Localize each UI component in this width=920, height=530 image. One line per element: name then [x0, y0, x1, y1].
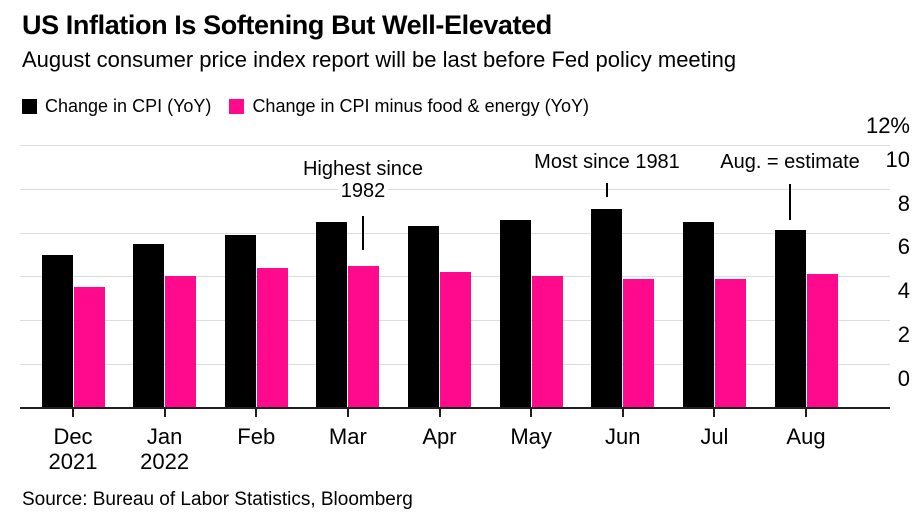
- y-axis-label: 2: [897, 322, 910, 348]
- gridline: [20, 144, 890, 146]
- bar-cpi: [591, 208, 623, 408]
- x-axis-label: Apr: [394, 424, 486, 449]
- bar-core-cpi: [165, 276, 197, 408]
- x-axis-line: [20, 407, 890, 409]
- legend-item-cpi: Change in CPI (YoY): [22, 96, 211, 117]
- bar-cpi: [682, 221, 714, 408]
- annotation-line: Aug. = estimate: [717, 151, 863, 173]
- chart-subtitle: August consumer price index report will …: [22, 47, 737, 72]
- x-axis-tick: [805, 409, 807, 417]
- legend-swatch-cpi-icon: [22, 99, 37, 114]
- source-note: Source: Bureau of Labor Statistics, Bloo…: [22, 489, 413, 510]
- annotation-line: Most since 1981: [531, 151, 683, 173]
- year-label: 2021: [48, 449, 98, 474]
- bar-core-cpi: [531, 276, 563, 408]
- x-axis-tick: [713, 409, 716, 417]
- y-axis-label: 10: [885, 146, 910, 172]
- y-axis-label: 6: [897, 234, 910, 260]
- bar-core-cpi: [806, 274, 838, 408]
- x-axis-label: May: [485, 424, 577, 449]
- x-axis-tick: [530, 409, 533, 417]
- legend-swatch-core-cpi-icon: [229, 99, 245, 114]
- annotation-text: Aug. = estimate: [640, 151, 920, 173]
- bar-cpi: [41, 254, 73, 408]
- bar-cpi: [774, 230, 806, 408]
- bar-cpi: [408, 226, 439, 408]
- bar-core-cpi: [73, 287, 105, 408]
- legend-item-core-cpi: Change in CPI minus food & energy (YoY): [229, 96, 589, 117]
- month-label: Dec: [53, 424, 93, 449]
- annotation-line: Highest since: [299, 158, 427, 180]
- x-axis-label: Jan 2022: [119, 424, 211, 474]
- annotation-pointer-line: [362, 216, 364, 250]
- bar-cpi: [316, 221, 348, 408]
- month-label: Mar: [328, 424, 367, 449]
- month-label: Apr: [422, 424, 457, 449]
- gridline: [20, 232, 890, 234]
- month-label: May: [510, 424, 552, 449]
- x-axis-tick: [346, 409, 349, 417]
- month-label: Aug: [786, 424, 826, 449]
- bar-core-cpi: [256, 267, 288, 408]
- legend: Change in CPI (YoY) Change in CPI minus …: [22, 96, 589, 117]
- annotation-text: Highest since 1982: [213, 158, 513, 202]
- x-axis-label: Jul: [668, 424, 760, 449]
- bar-core-cpi: [623, 278, 655, 408]
- legend-label-core-cpi: Change in CPI minus food & energy (YoY): [252, 96, 589, 116]
- annotation-pointer-line: [789, 184, 791, 220]
- bar-cpi: [499, 219, 531, 408]
- y-axis-label: 0: [897, 366, 910, 391]
- x-axis-label: Jun: [577, 424, 669, 449]
- bar-cpi: [224, 234, 256, 408]
- gridline: [20, 188, 890, 190]
- month-label: Jan: [146, 424, 183, 449]
- x-axis-label: Feb: [210, 424, 302, 449]
- year-label: 2022: [140, 449, 190, 474]
- chart-title: US Inflation Is Softening But Well-Eleva…: [22, 10, 552, 40]
- x-axis-tick: [163, 409, 166, 417]
- y-axis-label: 4: [897, 278, 910, 304]
- y-axis-label: 8: [897, 190, 910, 216]
- annotation-pointer-line: [606, 183, 608, 197]
- bar-core-cpi: [348, 265, 380, 408]
- y-axis-label: 12%: [865, 112, 910, 138]
- bar-core-cpi: [714, 278, 746, 408]
- x-axis-tick: [621, 409, 624, 417]
- bar-core-cpi: [440, 272, 471, 408]
- x-axis-tick: [438, 409, 441, 417]
- x-axis-label: Dec 2021: [27, 424, 119, 474]
- annotation-line: 1982: [337, 180, 389, 202]
- annotation-text: Most since 1981: [457, 151, 757, 173]
- month-label: Jul: [700, 424, 729, 449]
- x-axis-tick: [72, 409, 74, 417]
- month-label: Feb: [237, 424, 276, 449]
- legend-label-cpi: Change in CPI (YoY): [45, 96, 212, 116]
- bar-cpi: [133, 243, 165, 408]
- x-axis-label: Aug: [760, 424, 852, 449]
- x-axis-label: Mar: [302, 424, 394, 449]
- month-label: Jun: [605, 424, 641, 449]
- x-axis-tick: [255, 409, 258, 417]
